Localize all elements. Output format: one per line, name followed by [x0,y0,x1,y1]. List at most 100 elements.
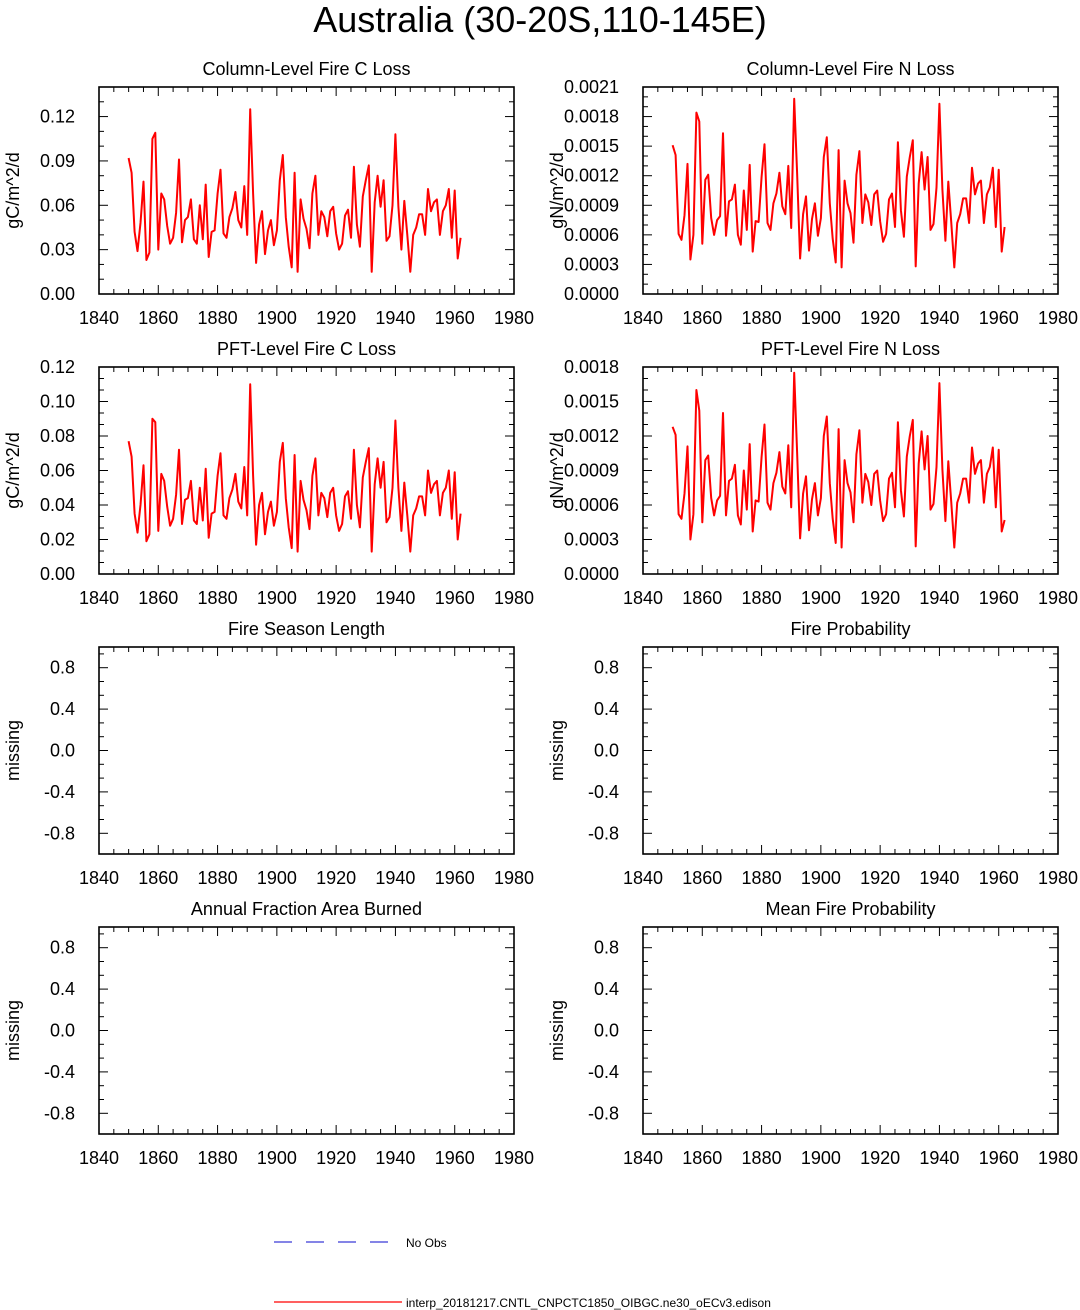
y-tick-label: 0.0012 [564,426,619,446]
y-tick-label: 0.8 [50,658,75,678]
y-tick-label: 0.06 [40,195,75,215]
plot-frame [642,366,1059,575]
series-line [127,383,462,553]
x-tick-label: 1860 [138,1148,178,1168]
y-tick-label: -0.8 [588,823,619,843]
x-tick-label: 1940 [919,868,959,888]
y-tick-label: -0.8 [44,1103,75,1123]
legend-model-label: interp_20181217.CNTL_CNPCTC1850_OIBGC.ne… [406,1296,771,1310]
x-tick-label: 1960 [979,868,1019,888]
legend-obs-label: No Obs [406,1236,447,1250]
y-tick-label: 0.4 [594,699,619,719]
y-tick-label: 0.0003 [564,530,619,550]
chart-panel-5: Fire Season Length missing 1840 1860 1880 190… [3,619,534,888]
y-tick-label: -0.4 [44,782,75,802]
y-tick-label: 0.06 [40,461,75,481]
x-tick-label: 1980 [494,588,534,608]
y-axis-label: missing [547,1000,567,1061]
series-line [671,97,1006,269]
y-tick-label: 0.0003 [564,254,619,274]
y-tick-label: -0.4 [588,782,619,802]
y-tick-label: 0.0006 [564,225,619,245]
chart-panel-7: Annual Fraction Area Burned missing 1840 18… [3,899,534,1168]
y-tick-label: 0.0021 [564,77,619,97]
y-tick-label: -0.4 [588,1062,619,1082]
x-tick-label: 1980 [494,308,534,328]
x-tick-label: 1980 [494,1148,534,1168]
x-tick-label: 1900 [257,588,297,608]
chart-panel-2: Column-Level Fire N Loss gN/m^2/d 1840 1860… [547,59,1078,328]
y-tick-label: 0.4 [594,979,619,999]
x-tick-label: 1940 [375,308,415,328]
plot-frame [642,646,1059,855]
x-tick-label: 1860 [138,588,178,608]
x-tick-label: 1920 [316,588,356,608]
y-axis-label: gC/m^2/d [3,432,23,508]
x-tick-label: 1960 [979,588,1019,608]
y-tick-label: 0.12 [40,107,75,127]
panel-title: Fire Season Length [228,619,385,639]
panel-title: Mean Fire Probability [765,899,935,919]
x-tick-label: 1920 [316,868,356,888]
y-axis-label: gC/m^2/d [3,152,23,228]
x-tick-label: 1860 [682,588,722,608]
y-tick-label: 0.09 [40,151,75,171]
x-tick-label: 1960 [435,308,475,328]
plot-frame [98,366,515,575]
y-tick-label: 0.0009 [564,461,619,481]
y-tick-label: -0.8 [44,823,75,843]
y-tick-label: 0.10 [40,392,75,412]
x-tick-label: 1880 [198,308,238,328]
x-tick-label: 1960 [435,588,475,608]
x-tick-label: 1880 [742,588,782,608]
y-tick-label: 0.03 [40,240,75,260]
y-tick-label: 0.0 [50,1021,75,1041]
y-axis-label: missing [547,720,567,781]
legend: No Obs interp_20181217.CNTL_CNPCTC1850_O… [274,1236,771,1310]
chart-panel-8: Mean Fire Probability missing 1840 1860 1880… [547,899,1078,1168]
x-tick-label: 1840 [79,308,119,328]
x-tick-label: 1880 [742,868,782,888]
x-tick-label: 1960 [979,1148,1019,1168]
y-tick-label: 0.0009 [564,195,619,215]
x-tick-label: 1920 [316,1148,356,1168]
x-tick-label: 1940 [919,308,959,328]
x-tick-label: 1980 [1038,308,1078,328]
y-tick-label: 0.0 [594,741,619,761]
x-tick-label: 1940 [375,1148,415,1168]
x-tick-label: 1880 [198,588,238,608]
x-tick-label: 1840 [79,1148,119,1168]
x-tick-label: 1900 [801,308,841,328]
x-tick-label: 1960 [979,308,1019,328]
x-tick-label: 1980 [494,868,534,888]
y-axis-label: gN/m^2/d [547,432,567,508]
plot-frame [98,926,515,1135]
y-tick-label: 0.4 [50,979,75,999]
plot-frame [98,86,515,295]
series-line [127,108,462,273]
panel-title: Column-Level Fire C Loss [202,59,410,79]
plot-frame [642,926,1059,1135]
y-tick-label: 0.0000 [564,284,619,304]
series-line [671,371,1006,549]
x-tick-label: 1840 [623,588,663,608]
x-tick-label: 1840 [623,868,663,888]
x-tick-label: 1900 [801,588,841,608]
x-tick-label: 1920 [860,1148,900,1168]
x-tick-label: 1860 [682,868,722,888]
x-tick-label: 1920 [860,308,900,328]
x-tick-label: 1880 [198,1148,238,1168]
x-tick-label: 1840 [79,588,119,608]
x-tick-label: 1960 [435,1148,475,1168]
x-tick-label: 1940 [919,1148,959,1168]
y-tick-label: 0.12 [40,357,75,377]
x-tick-label: 1980 [1038,868,1078,888]
y-tick-label: 0.00 [40,564,75,584]
x-tick-label: 1860 [138,868,178,888]
y-tick-label: 0.0 [594,1021,619,1041]
x-tick-label: 1880 [198,868,238,888]
x-tick-label: 1940 [919,588,959,608]
plot-frame [98,646,515,855]
y-tick-label: 0.02 [40,530,75,550]
